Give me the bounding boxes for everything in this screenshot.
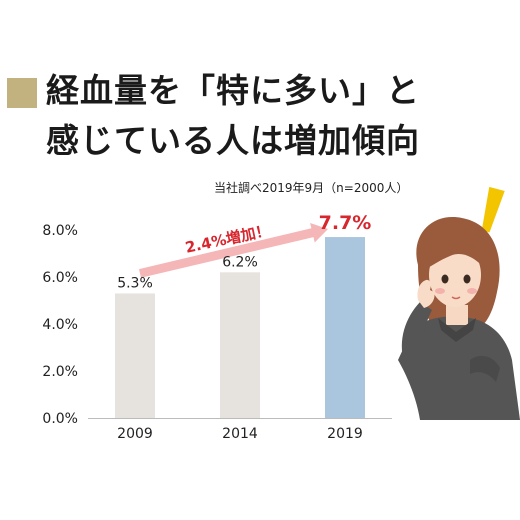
increase-arrow-shape	[139, 223, 328, 278]
x-axis-labels: 2009 2014 2019	[117, 426, 363, 442]
right-eye	[463, 274, 471, 284]
value-labels: 5.3% 6.2% 7.7%	[117, 212, 371, 291]
hair-bangs	[427, 233, 487, 270]
y-tick-label: 6.0%	[42, 270, 78, 286]
title-line-2: 感じている人は増加傾向	[46, 121, 420, 160]
value-label: 7.7%	[319, 212, 372, 234]
source-note: 当社調べ2019年9月（n=2000人）	[214, 181, 409, 195]
x-tick-label: 2019	[327, 426, 363, 442]
title-line-1: 経血量を「特に多い」と	[46, 71, 420, 110]
hand	[417, 279, 435, 308]
page-title: 経血量を「特に多い」と 感じている人は増加傾向	[46, 66, 420, 166]
value-label: 5.3%	[117, 275, 153, 291]
headline-marker	[7, 78, 37, 108]
bars	[115, 237, 365, 418]
left-eye	[441, 274, 449, 284]
x-tick-label: 2014	[222, 426, 258, 442]
y-axis-labels: 0.0% 2.0% 4.0% 6.0% 8.0%	[42, 223, 78, 427]
y-tick-label: 0.0%	[42, 411, 78, 427]
y-tick-label: 4.0%	[42, 317, 78, 333]
y-tick-label: 2.0%	[42, 364, 78, 380]
bar-2014	[220, 272, 260, 418]
y-tick-label: 8.0%	[42, 223, 78, 239]
bar-2009	[115, 293, 155, 418]
sweater	[398, 316, 520, 420]
x-tick-label: 2009	[117, 426, 153, 442]
value-label: 6.2%	[222, 254, 258, 270]
bar-2019	[325, 237, 365, 418]
raised-arm	[401, 302, 432, 362]
